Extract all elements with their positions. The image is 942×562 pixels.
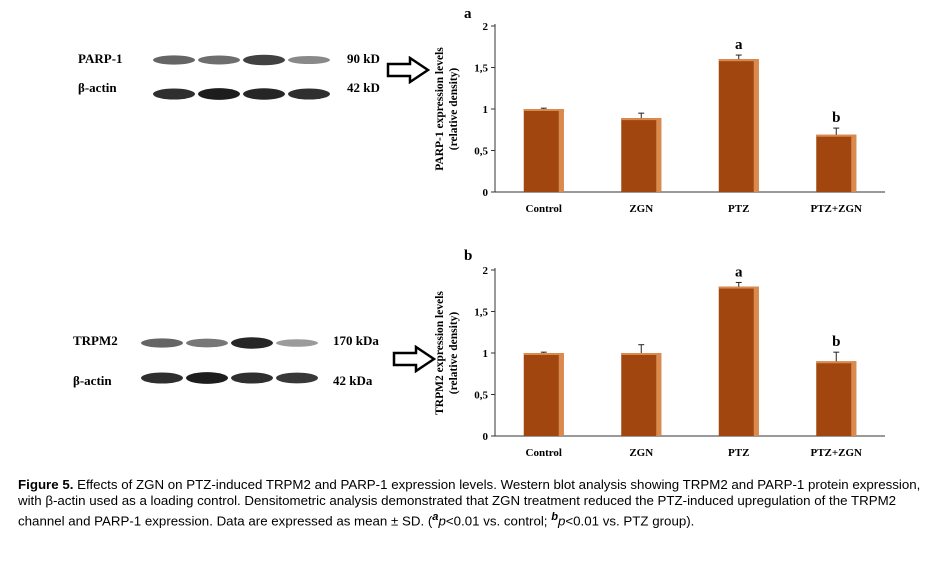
blot-a-control-band (288, 88, 330, 100)
chart-a-bar (816, 134, 857, 192)
chart-b-bar (523, 353, 564, 436)
blot-b-image (141, 337, 318, 384)
chart-a-xtick-label: ZGN (629, 203, 653, 215)
chart-b-ytick-label: 2 (483, 265, 489, 277)
blot-b-control-size: 42 kDa (333, 373, 373, 388)
caption-p-a: p (438, 513, 446, 529)
chart-b-bar-edge (656, 353, 662, 436)
chart-b-bar-top (816, 361, 857, 364)
chart-b-ytick-label: 1,5 (474, 307, 488, 319)
arrow-right-icon (392, 345, 436, 373)
chart-a-bar-top (621, 118, 662, 121)
blot-a-control-size: 42 kD (347, 80, 380, 95)
chart-b-ylabel-line1: TRPM2 expression levels (434, 291, 446, 415)
chart-a-bar (523, 109, 564, 192)
caption-sup-b: b (551, 511, 558, 523)
blot-b-control-band (141, 372, 183, 384)
chart-b-ytick-label: 0,5 (474, 390, 488, 402)
chart-b-xtick-label: PTZ (728, 447, 749, 459)
chart-b-xtick-label: PTZ+ZGN (811, 447, 863, 459)
chart-a-ytick-label: 1,5 (474, 63, 488, 75)
chart-b-ylabel-line2: (relative density) (448, 312, 460, 395)
blot-a-control-band (153, 88, 195, 100)
blot-b-control-band (276, 372, 318, 384)
blot-b-control-band (186, 372, 228, 384)
chart-a-significance-label: b (832, 110, 840, 126)
chart-a-ylabel-line2: (relative density) (448, 68, 460, 151)
chart-a-panel-label: a (464, 6, 472, 22)
chart-b-bar-edge (558, 353, 564, 436)
blot-b-protein-label: TRPM2 (73, 333, 118, 348)
blot-a-protein-label: PARP-1 (78, 51, 123, 66)
figure-caption: Figure 5. Effects of ZGN on PTZ-induced … (18, 477, 928, 529)
chart-b-bar-top (621, 353, 662, 355)
chart-b-bar-edge (753, 286, 759, 436)
chart-a-bar-top (523, 109, 564, 111)
chart-a-bar-edge (851, 134, 857, 192)
blot-b-protein-band (276, 339, 318, 347)
chart-b-panel-label: b (464, 248, 473, 264)
chart-a-bar-top (718, 59, 759, 62)
chart-b-xtick-label: ZGN (629, 447, 653, 459)
caption-lead: Figure 5. (18, 477, 74, 492)
chart-b-bar (718, 286, 759, 436)
blot-b-protein-size: 170 kDa (333, 333, 379, 348)
chart-b-xtick-label: Control (526, 447, 562, 459)
blot-a-image (153, 54, 330, 100)
chart-a-ylabel-line1: PARP-1 expression levels (434, 47, 446, 171)
chart-a-ytick-label: 1 (483, 104, 489, 116)
chart-a-ytick-label: 0 (483, 187, 489, 199)
chart-b-ytick-label: 1 (483, 348, 489, 360)
blot-a-protein-band (243, 54, 285, 66)
chart-b-bar (816, 361, 857, 436)
chart-a-significance-label: a (735, 37, 743, 53)
blot-b-control-band (231, 372, 273, 384)
blot-a-protein-band (153, 55, 195, 65)
chart-a-bar-top (816, 134, 857, 137)
chart-a-bar-edge (558, 109, 564, 192)
blot-a-protein-band (198, 55, 240, 65)
chart-b-significance-label: b (832, 334, 840, 350)
blot-b-protein-band (186, 338, 228, 348)
blot-b-protein-band (141, 338, 183, 348)
chart-a-ytick-label: 0,5 (474, 146, 488, 158)
chart-b-bar-top (718, 286, 759, 289)
arrow-right-icon (386, 56, 430, 84)
chart-a: PARP-1 expression levels (relative densit… (434, 21, 885, 215)
chart-a-xtick-label: PTZ+ZGN (811, 203, 863, 215)
blot-a-control-band (198, 88, 240, 100)
chart-a-bar (621, 118, 662, 192)
caption-text-2: <0.01 vs. control; (445, 513, 552, 529)
caption-text-1: Effects of ZGN on PTZ-induced TRPM2 and … (18, 477, 921, 529)
blot-a-protein-size: 90 kD (347, 51, 380, 66)
caption-text-3: <0.01 vs. PTZ group). (565, 513, 695, 529)
blot-b-control-label: β-actin (73, 373, 112, 388)
chart-b-significance-label: a (735, 264, 743, 280)
chart-b-bar-edge (851, 361, 857, 436)
caption-p-b: p (557, 513, 566, 529)
chart-b-ytick-label: 0 (483, 431, 489, 443)
chart-b-bar-top (523, 353, 564, 355)
chart-a-xtick-label: PTZ (728, 203, 749, 215)
chart-a-bar-edge (753, 59, 759, 193)
chart-a-bar-edge (656, 118, 662, 192)
blot-a-protein-band (288, 55, 330, 65)
blot-a-control-label: β-actin (78, 80, 117, 95)
blot-a-control-band (243, 88, 285, 100)
chart-a-bar (718, 59, 759, 193)
chart-a-xtick-label: Control (526, 203, 562, 215)
chart-b-bar (621, 353, 662, 436)
blot-b-protein-band (231, 337, 273, 349)
chart-b: TRPM2 expression levels (relative density… (434, 264, 885, 459)
chart-a-ytick-label: 2 (483, 21, 489, 33)
caption-sup-a: a (432, 511, 439, 523)
